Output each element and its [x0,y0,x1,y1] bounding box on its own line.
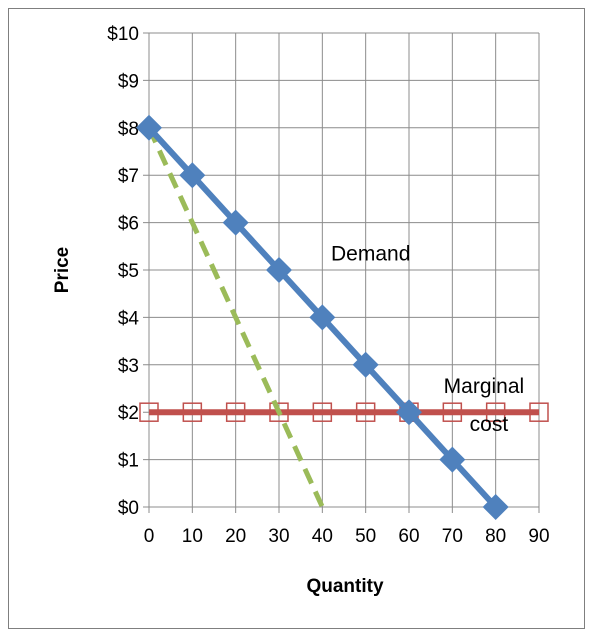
series-line [146,126,325,509]
y-tick-label: $0 [118,498,139,519]
x-tick-label: 40 [312,526,333,547]
y-tick-label: $7 [118,166,139,187]
x-tick-label: 70 [442,526,463,547]
y-tick-label: $3 [118,356,139,377]
x-tick-label: 0 [144,526,155,547]
data-point [442,402,463,422]
annotation-label: Demand [331,243,410,266]
x-tick-label: 60 [398,526,419,547]
data-point [179,162,206,189]
y-tick-label: $6 [118,214,139,235]
x-tick-label: 90 [528,526,549,547]
data-point [355,402,376,422]
y-tick-label: $2 [118,403,139,424]
series-layer [136,114,549,520]
annotation-label: Marginal [444,375,525,398]
data-point [309,304,336,331]
data-point [222,209,249,236]
x-tick-label: 30 [268,526,289,547]
data-point [396,399,422,426]
x-tick-label: 50 [355,526,376,547]
y-tick-label: $5 [118,261,139,282]
data-point [136,114,162,141]
y-tick-label: $4 [118,308,140,329]
annotation-label: cost [470,413,509,436]
y-tick-label: $10 [107,24,139,45]
tick-labels: $0 $1 $2 $3 $4 $5 $6 $7 $8 $9 $10 0 10 20 30 40 50 60 70 80… [107,24,549,547]
data-point [312,402,333,422]
x-tick-label: 80 [485,526,506,547]
y-tick-label: $1 [118,451,139,472]
chart-frame [8,8,585,629]
data-point [182,402,203,422]
data-point [139,402,159,422]
data-point [352,351,379,378]
data-point [482,494,509,520]
data-point [225,402,246,422]
x-tick-label: 20 [225,526,246,547]
series-demand [136,114,509,520]
data-point [439,446,466,473]
data-point [266,257,292,283]
y-tick-label: $9 [118,71,139,92]
series-marginal-cost [139,402,549,422]
series-dashed-line [146,126,325,509]
data-point [529,402,549,422]
annotations: Demand Marginal cost [331,243,524,437]
y-axis-title: Price [52,247,73,293]
grid-lines [143,32,540,513]
data-point [269,402,289,422]
data-point [485,402,506,422]
y-tick-label: $8 [118,119,139,140]
x-axis-title: Quantity [306,576,383,597]
x-tick-label: 10 [182,526,203,547]
